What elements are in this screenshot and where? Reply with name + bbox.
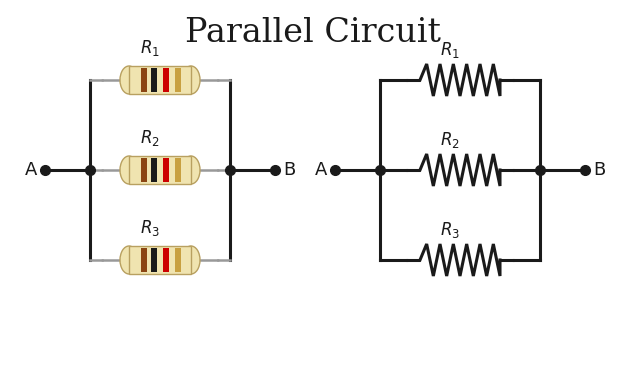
Text: $R_3$: $R_3$ [140,218,160,238]
Bar [151,248,157,272]
Ellipse shape [120,156,138,184]
Bar [129,246,191,274]
Bar [163,68,169,92]
Text: A: A [24,161,37,179]
Bar [163,248,169,272]
Bar [175,68,181,92]
Ellipse shape [182,246,200,274]
Text: Parallel Circuit: Parallel Circuit [185,17,441,49]
Bar [175,248,181,272]
Bar [163,158,169,182]
Ellipse shape [182,156,200,184]
Text: B: B [283,161,295,179]
Text: $R_2$: $R_2$ [140,128,160,148]
Ellipse shape [182,66,200,94]
Text: $R_2$: $R_2$ [440,130,460,150]
Bar [151,158,157,182]
Text: $R_3$: $R_3$ [440,220,460,240]
Bar [175,158,181,182]
Bar [151,68,157,92]
Text: $R_1$: $R_1$ [140,38,160,58]
Bar [129,156,191,184]
Bar [129,66,191,94]
Bar [141,158,147,182]
Bar [141,68,147,92]
Text: $R_1$: $R_1$ [440,40,460,60]
Ellipse shape [120,66,138,94]
Bar [141,248,147,272]
Text: B: B [593,161,605,179]
Text: A: A [315,161,327,179]
Ellipse shape [120,246,138,274]
